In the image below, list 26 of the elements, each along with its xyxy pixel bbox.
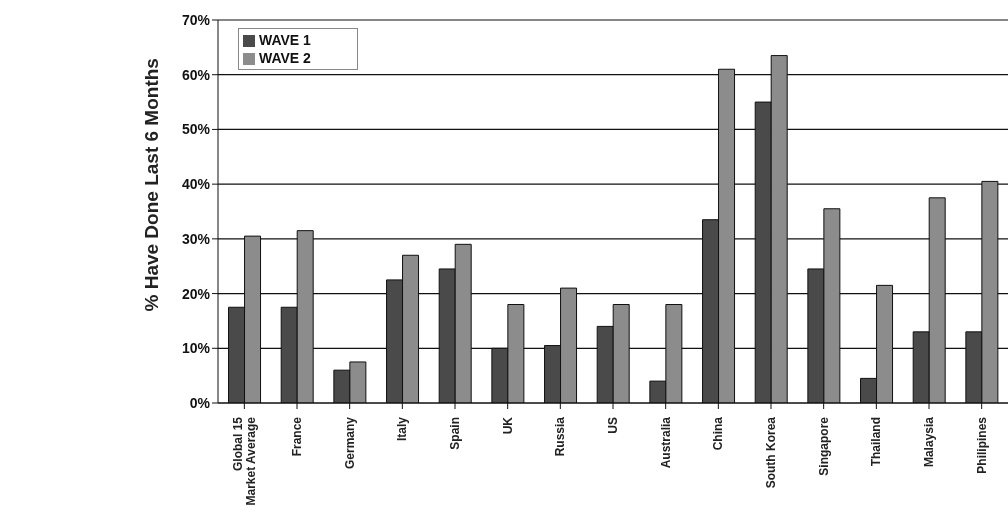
y-tick-label: 30% bbox=[181, 230, 211, 247]
y-axis-title: % Have Done Last 6 Months bbox=[140, 58, 162, 312]
x-tick-label: Philipines bbox=[974, 416, 989, 474]
x-tick-label: China bbox=[711, 416, 726, 451]
y-tick-label: 0% bbox=[189, 394, 211, 411]
x-tick-label: France bbox=[290, 416, 304, 457]
y-tick-label: 50% bbox=[181, 121, 211, 138]
y-tick-label: 40% bbox=[181, 176, 211, 193]
x-tick-label: Russia bbox=[553, 416, 568, 457]
x-tick-label: Singapore bbox=[816, 416, 831, 476]
x-tick-label: Spain bbox=[448, 417, 462, 450]
x-tick-label: South Korea bbox=[764, 416, 778, 489]
y-tick-label: 70% bbox=[181, 11, 211, 28]
x-tick-label: UK bbox=[500, 416, 515, 435]
legend-label: WAVE 2 bbox=[259, 50, 311, 66]
y-tick-label: 60% bbox=[181, 66, 211, 83]
x-tick-label: Germany bbox=[342, 416, 357, 470]
x-tick-label: Global 15 Market Average bbox=[230, 416, 258, 506]
x-tick-label: Thailand bbox=[869, 417, 884, 467]
x-tick-label: Italy bbox=[395, 416, 410, 442]
x-tick-label: Malaysia bbox=[922, 416, 936, 468]
x-tick-label: US bbox=[606, 417, 620, 434]
y-tick-label: 20% bbox=[181, 285, 211, 302]
legend-label: WAVE 1 bbox=[259, 32, 311, 48]
y-tick-label: 10% bbox=[181, 340, 211, 357]
x-tick-label: Australia bbox=[658, 416, 673, 469]
